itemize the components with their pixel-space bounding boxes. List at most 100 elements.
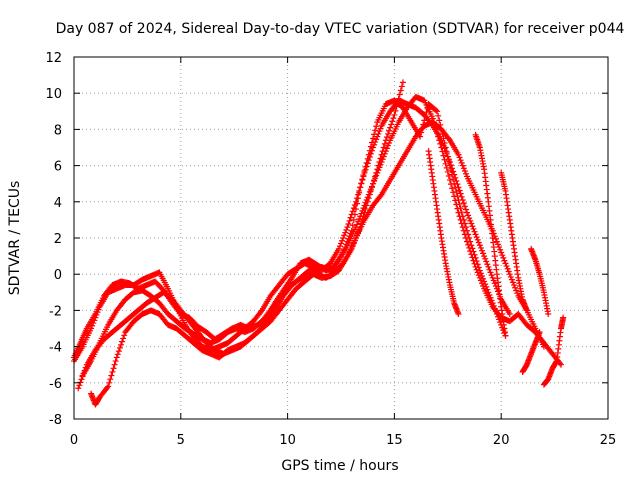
data-point [492,308,499,315]
data-point [384,142,391,149]
data-point [470,225,477,232]
data-point [506,311,513,318]
data-point [437,140,444,147]
data-point [366,188,373,195]
data-point [395,95,402,102]
data-point [356,215,363,222]
data-point [514,290,521,297]
data-point [112,358,119,365]
data-point [360,172,367,179]
data-point [493,238,500,245]
data-point [459,213,466,220]
data-point [355,218,362,225]
data-point [486,266,493,273]
data-point [475,264,482,271]
data-point [106,379,113,386]
data-point [343,226,350,233]
data-point [457,190,464,197]
data-point [78,376,85,383]
data-point [486,292,493,299]
data-point [421,117,428,124]
data-point [558,361,565,368]
data-point [364,194,371,201]
y-tick-label: 6 [54,160,62,175]
data-point [473,234,480,241]
data-point [368,139,375,146]
data-point [471,251,478,258]
data-point [344,224,351,231]
data-point [379,156,386,163]
data-point [338,240,344,247]
data-point [441,156,448,163]
data-point [434,130,441,137]
data-point [386,139,393,146]
data-point [466,235,473,241]
data-point [536,329,543,336]
data-point [461,168,468,175]
data-point [477,270,484,277]
data-point [418,129,425,136]
data-point [423,109,430,116]
data-point [506,271,513,278]
data-point [352,206,359,213]
data-point [511,282,518,289]
data-point [468,220,475,227]
data-point [350,216,357,223]
data-point [367,143,374,150]
x-tick-label: 0 [70,433,78,448]
data-point [545,311,552,318]
data-point [436,117,443,124]
data-point [75,385,82,392]
data-point [497,246,504,253]
data-point [445,135,452,142]
data-point [373,123,380,130]
data-point [373,172,380,179]
data-point [437,121,444,128]
data-point [489,300,496,307]
data-point [461,203,468,210]
data-point [491,280,498,287]
data-point [513,287,520,294]
data-point [487,269,494,276]
data-point [453,188,460,195]
data-point [357,184,364,191]
y-tick-label: -8 [49,413,62,428]
data-point [341,246,348,253]
data-point [417,133,424,140]
data-point [476,267,483,274]
data-point [484,286,491,293]
data-point [384,130,391,137]
data-point [451,180,458,187]
data-point [482,281,489,288]
data-point [356,189,363,196]
data-point [392,107,399,114]
data-point [364,155,371,162]
data-point [374,169,381,176]
data-point [336,243,343,250]
data-point [457,205,464,212]
data-point [478,273,485,280]
data-point [419,125,426,132]
data-point [355,195,362,202]
data-point [370,180,377,187]
data-point [462,206,469,213]
data-point [523,307,530,314]
data-point [469,245,476,252]
data-point [372,127,379,134]
data-point [361,168,368,175]
data-point [382,148,389,155]
y-tick-label: -2 [49,304,62,319]
data-point [491,305,498,312]
data-point [457,157,464,164]
data-point [340,235,347,241]
y-tick-label: 10 [45,87,62,102]
data-point [341,232,348,239]
data-point [365,151,372,158]
y-tick-label: 0 [54,268,62,283]
data-point [397,87,404,94]
data-point [117,341,124,348]
data-point [460,165,467,172]
data-point [399,79,406,86]
data-point [461,220,468,227]
